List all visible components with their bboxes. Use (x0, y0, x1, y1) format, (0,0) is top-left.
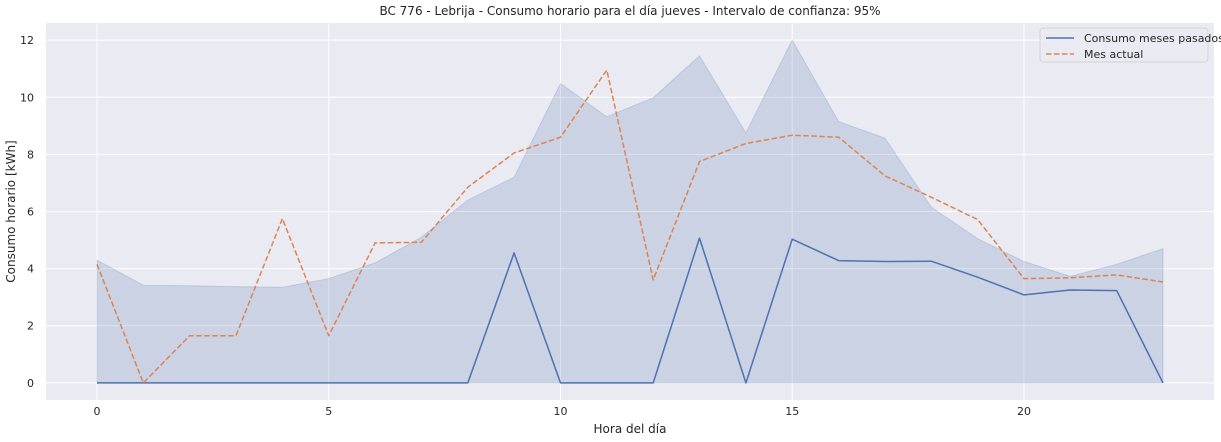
data-point (791, 134, 794, 137)
data-point (1162, 281, 1165, 284)
data-point (1022, 293, 1025, 296)
y-tick-label: 4 (27, 263, 34, 276)
data-point (513, 251, 516, 254)
data-point (374, 381, 377, 384)
y-tick-label: 10 (20, 91, 34, 104)
data-point (605, 381, 608, 384)
data-point (930, 196, 933, 199)
data-point (374, 241, 377, 244)
chart-title: BC 776 - Lebrija - Consumo horario para … (379, 4, 880, 18)
data-point (559, 136, 562, 139)
data-point (420, 381, 423, 384)
data-point (1069, 276, 1072, 279)
x-tick-labels: 0 5 10 15 20 (93, 405, 1030, 418)
y-tick-label: 6 (27, 206, 34, 219)
data-point (95, 263, 98, 266)
data-point (744, 142, 747, 145)
data-point (235, 381, 238, 384)
y-axis-label: Consumo horario [kWh] (4, 140, 18, 282)
data-point (652, 381, 655, 384)
y-tick-label: 2 (27, 320, 34, 333)
series-line-2 (96, 69, 1164, 384)
y-tick-labels: 0 2 4 6 8 10 12 (20, 34, 34, 390)
data-point (466, 381, 469, 384)
data-point (791, 238, 794, 241)
data-point (1115, 289, 1118, 292)
series-line-1 (97, 237, 1164, 384)
data-point (698, 160, 701, 163)
legend-box (1039, 27, 1209, 63)
x-tick-label: 15 (785, 405, 799, 418)
data-point (188, 334, 191, 337)
data-point (188, 381, 191, 384)
data-point (327, 381, 330, 384)
data-point (327, 334, 330, 337)
y-tick-label: 0 (27, 377, 34, 390)
data-point (1069, 289, 1072, 292)
data-point (95, 381, 98, 384)
data-point (513, 151, 516, 154)
data-point (1115, 273, 1118, 276)
data-point (281, 381, 284, 384)
data-point (235, 334, 238, 337)
x-tick-label: 5 (325, 405, 332, 418)
data-point (930, 260, 933, 263)
x-tick-label: 0 (93, 405, 100, 418)
data-point (976, 276, 979, 279)
y-tick-label: 12 (20, 34, 34, 47)
x-tick-label: 20 (1017, 405, 1031, 418)
x-axis-label: Hora del día (594, 422, 667, 436)
data-point (1022, 277, 1025, 280)
legend-label: Consumo meses pasados (1084, 32, 1221, 45)
data-point (976, 218, 979, 221)
data-point (837, 136, 840, 139)
data-point (559, 381, 562, 384)
series-lines (95, 69, 1165, 384)
data-point (652, 279, 655, 282)
data-point (281, 217, 284, 220)
data-point (744, 381, 747, 384)
data-point (420, 241, 423, 244)
data-point (142, 381, 145, 384)
data-point (605, 69, 608, 72)
data-point (837, 259, 840, 262)
gridlines (46, 23, 1214, 400)
data-point (698, 237, 701, 240)
legend-label: Mes actual (1084, 48, 1143, 61)
data-point (1162, 381, 1165, 384)
data-point (466, 186, 469, 189)
legend: Consumo meses pasados Mes actual (1039, 27, 1221, 63)
data-point (883, 260, 886, 263)
x-tick-label: 10 (553, 405, 567, 418)
y-tick-label: 8 (27, 148, 34, 161)
data-point (883, 174, 886, 177)
